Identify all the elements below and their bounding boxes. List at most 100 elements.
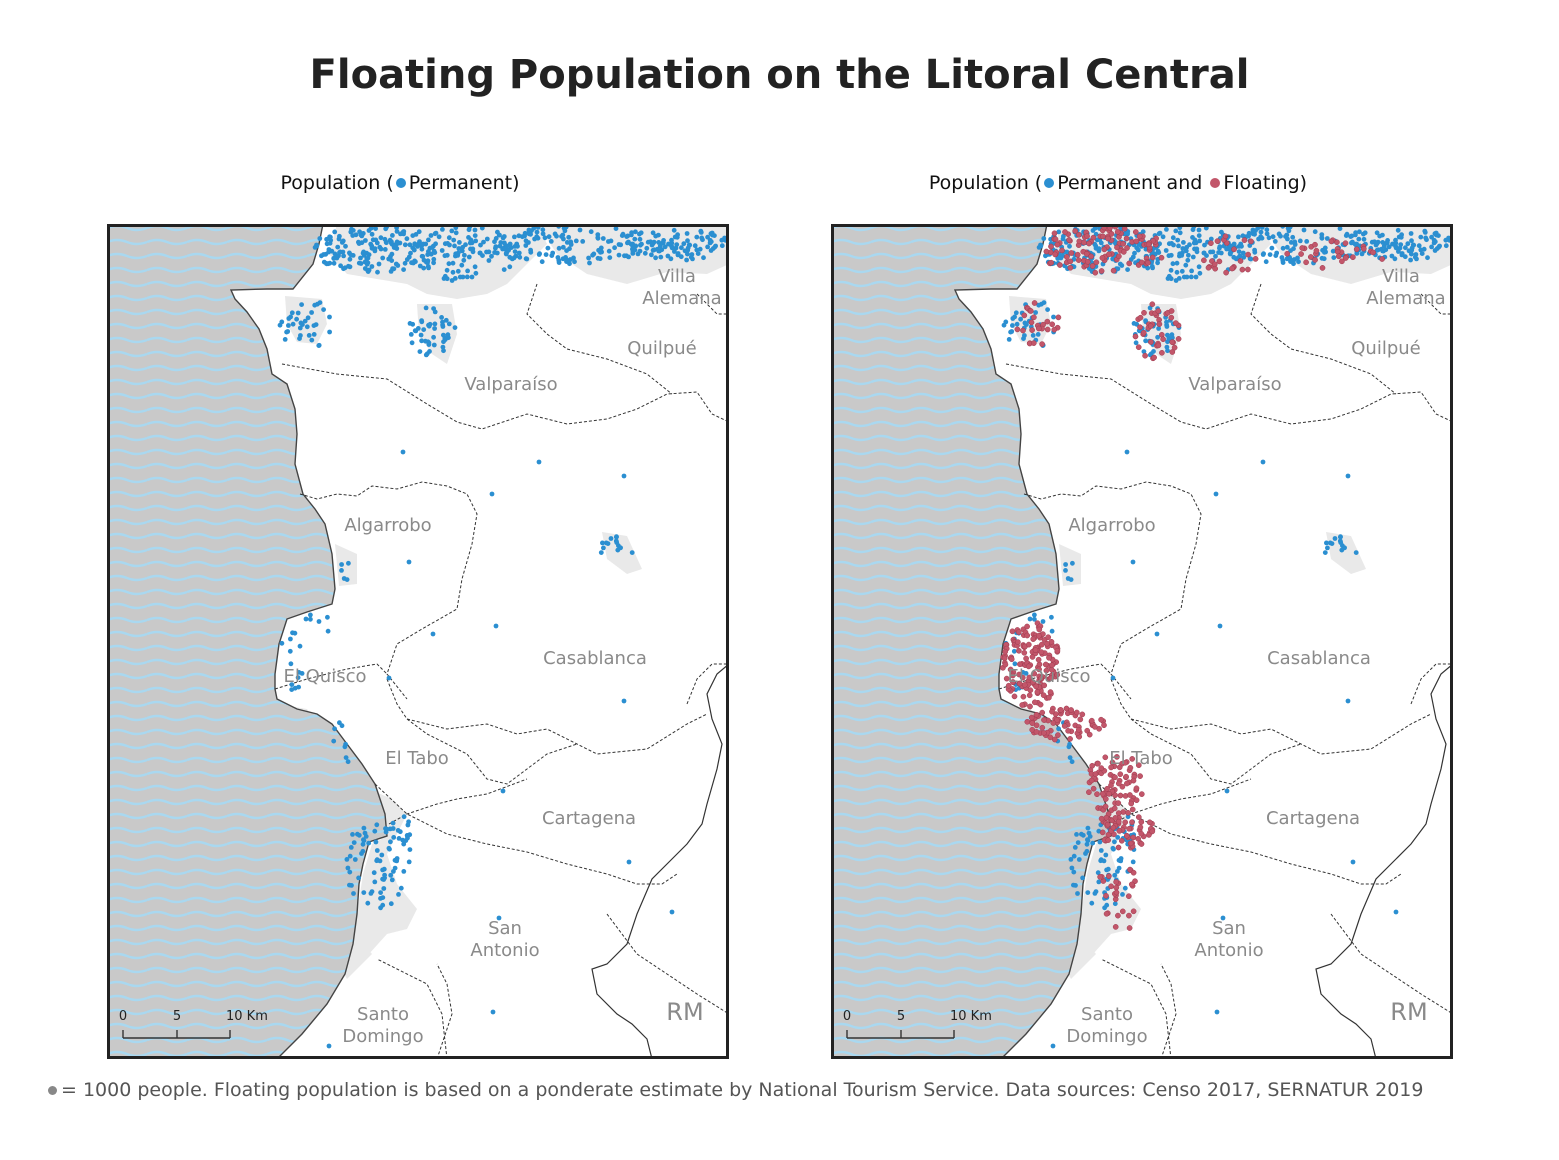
permanent-dot [624,234,630,239]
permanent-dot [1067,741,1072,747]
permanent-dot [1069,865,1075,871]
permanent-dot [431,334,436,340]
floating-dot [1097,874,1103,880]
permanent-dot [1217,245,1222,251]
floating-dot [1055,732,1061,738]
floating-dot [1108,764,1114,771]
permanent-dot [1112,839,1117,845]
permanent-dot [445,332,451,338]
permanent-dot [285,329,291,334]
permanent-dot [366,840,372,846]
floating-dot [1108,231,1115,237]
floating-dot [1245,251,1251,258]
permanent-dot [453,230,459,236]
region-border [1315,663,1453,1059]
floating-dot [1201,257,1207,264]
permanent-dot [639,241,644,247]
floating-dot [1169,339,1176,345]
permanent-dot [1050,1043,1056,1049]
permanent-dot [1398,234,1404,240]
legend-permanent-dot [1044,178,1055,188]
floating-dot [1048,259,1055,266]
permanent-dot [1036,302,1042,308]
floating-dot [1137,324,1143,331]
floating-dot [1044,640,1050,647]
floating-dot [1169,349,1176,355]
floating-dot [1075,726,1082,733]
floating-dot [1024,632,1031,639]
permanent-dot [296,670,302,675]
permanent-dot [1085,890,1091,895]
permanent-dot [653,255,658,261]
permanent-dot [374,240,380,246]
permanent-dot [375,269,380,275]
permanent-dot [319,253,324,259]
permanent-dot [484,236,490,242]
permanent-dot [386,675,392,681]
permanent-dot [493,236,499,241]
permanent-dot [1071,869,1077,875]
floating-dot [1039,341,1045,347]
permanent-dot [410,260,416,266]
permanent-dot [1324,540,1329,546]
floating-dot [1115,800,1122,806]
permanent-dot [1080,875,1085,881]
permanent-dot [1067,243,1072,249]
floating-dot [1089,263,1096,269]
floating-dot [1138,841,1145,847]
permanent-dot [1260,459,1266,465]
floating-dot [1031,314,1037,321]
permanent-dot [426,322,431,328]
permanent-dot [1089,900,1095,906]
permanent-dot [1322,550,1328,555]
scale-tick-5: 5 [897,1009,905,1024]
floating-dot [1132,229,1139,235]
permanent-dot [295,310,301,316]
permanent-dot [394,229,400,234]
permanent-dot [598,550,604,555]
permanent-dot [469,274,475,280]
commune-border [1250,283,1397,395]
permanent-dot [1115,869,1120,874]
floating-dot [1106,873,1112,879]
floating-dot [1002,648,1009,655]
permanent-dot [1295,255,1300,261]
permanent-dot [1154,631,1160,637]
permanent-dot [345,759,351,765]
floating-dot [1029,720,1036,727]
permanent-dot [517,254,523,260]
permanent-dot [1398,242,1404,247]
permanent-dot [288,661,294,667]
floating-dot [1102,754,1109,761]
permanent-dot [1356,236,1362,242]
permanent-dot [695,251,701,256]
floating-dot [1086,240,1092,247]
permanent-dot [1190,227,1196,233]
permanent-dot [1408,257,1413,263]
place-label-san: San [1212,918,1246,939]
permanent-dot [616,242,622,247]
floating-dot [1155,342,1162,349]
floating-dot [1049,321,1056,328]
permanent-dot [522,233,527,239]
permanent-dot [595,235,601,241]
floating-dot [1105,235,1111,242]
floating-dot [1105,837,1112,843]
permanent-dot [595,255,601,261]
legend-floating-label: Floating [1223,172,1300,194]
permanent-dot [573,238,579,244]
permanent-dot [1124,449,1130,455]
permanent-dot [528,247,533,253]
floating-dot [1021,682,1028,688]
permanent-dot [358,261,364,266]
permanent-dot [489,491,495,497]
permanent-dot [1374,247,1380,253]
permanent-dot [431,342,437,348]
permanent-dot [712,233,717,238]
commune-border [696,293,729,315]
floating-dot [1073,709,1080,716]
permanent-dot [1224,788,1230,794]
commune-border [1130,718,1302,785]
permanent-dot [400,229,406,235]
permanent-dot [466,254,472,260]
